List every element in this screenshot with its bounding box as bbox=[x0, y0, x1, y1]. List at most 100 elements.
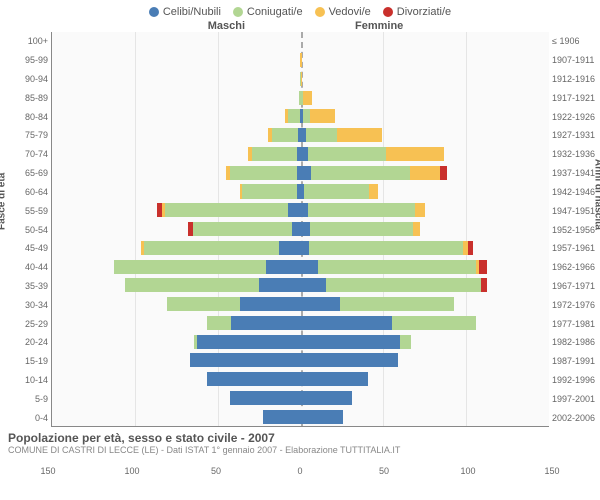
half-female bbox=[301, 126, 550, 145]
bar-right bbox=[301, 72, 321, 86]
chart-area: Fasce di età Anni di nascita 100+95-9990… bbox=[0, 32, 600, 427]
bar-right bbox=[301, 53, 311, 67]
age-label: 35-39 bbox=[0, 277, 48, 296]
segment-c bbox=[309, 241, 464, 255]
bar-right bbox=[301, 128, 443, 142]
segment-c bbox=[272, 128, 298, 142]
x-axis: 15010050050100150 bbox=[48, 464, 552, 478]
bar-right bbox=[301, 241, 508, 255]
half-male bbox=[52, 126, 301, 145]
half-female bbox=[301, 332, 550, 351]
segment-s bbox=[301, 241, 309, 255]
age-label: 90-94 bbox=[0, 70, 48, 89]
pyramid-row bbox=[52, 370, 549, 389]
pyramid-row bbox=[52, 51, 549, 70]
bar-right bbox=[301, 278, 516, 292]
segment-s bbox=[190, 353, 300, 367]
half-male bbox=[52, 145, 301, 164]
age-label: 25-29 bbox=[0, 314, 48, 333]
age-label: 10-14 bbox=[0, 371, 48, 390]
segment-c bbox=[310, 222, 413, 236]
bar-left bbox=[165, 166, 301, 180]
pyramid-row bbox=[52, 407, 549, 426]
segment-s bbox=[263, 410, 300, 424]
half-male bbox=[52, 163, 301, 182]
segment-s bbox=[301, 203, 308, 217]
segment-s bbox=[301, 297, 340, 311]
segment-w bbox=[369, 184, 378, 198]
birth-label: 1987-1991 bbox=[552, 352, 600, 371]
x-tick: 100 bbox=[124, 466, 139, 476]
pyramid-row bbox=[52, 145, 549, 164]
bar-left bbox=[102, 241, 301, 255]
bar-right bbox=[301, 184, 440, 198]
segment-s bbox=[301, 278, 327, 292]
bar-right bbox=[301, 222, 473, 236]
half-female bbox=[301, 276, 550, 295]
pyramid-row bbox=[52, 351, 549, 370]
half-female bbox=[301, 88, 550, 107]
legend-label: Vedovi/e bbox=[329, 6, 371, 18]
pyramid-row bbox=[52, 107, 549, 126]
half-male bbox=[52, 257, 301, 276]
segment-c bbox=[318, 260, 476, 274]
half-female bbox=[301, 163, 550, 182]
age-labels: 100+95-9990-9485-8980-8475-7970-7465-696… bbox=[0, 32, 51, 427]
legend-swatch-icon bbox=[233, 7, 243, 17]
bar-left bbox=[211, 128, 300, 142]
segment-c bbox=[303, 109, 310, 123]
segment-s bbox=[301, 166, 311, 180]
segment-s bbox=[266, 260, 300, 274]
pyramid-row bbox=[52, 295, 549, 314]
segment-c bbox=[326, 278, 481, 292]
segment-c bbox=[242, 184, 298, 198]
bar-right bbox=[301, 316, 510, 330]
birth-label: 1972-1976 bbox=[552, 295, 600, 314]
segment-w bbox=[413, 222, 420, 236]
pyramid-row bbox=[52, 332, 549, 351]
age-label: 40-44 bbox=[0, 258, 48, 277]
segment-c bbox=[308, 147, 386, 161]
bar-right bbox=[301, 91, 354, 105]
segment-c bbox=[311, 166, 410, 180]
bar-left bbox=[85, 260, 300, 274]
half-male bbox=[52, 238, 301, 257]
bar-right bbox=[301, 147, 490, 161]
half-female bbox=[301, 145, 550, 164]
x-tick: 0 bbox=[297, 466, 302, 476]
legend-swatch-icon bbox=[149, 7, 159, 17]
bar-left bbox=[138, 335, 300, 349]
age-label: 5-9 bbox=[0, 389, 48, 408]
half-female bbox=[301, 107, 550, 126]
bar-left bbox=[294, 72, 301, 86]
segment-w bbox=[301, 72, 302, 86]
bar-right bbox=[301, 353, 457, 367]
header-male: Maschi bbox=[50, 20, 300, 32]
segment-c bbox=[400, 335, 411, 349]
pyramid-row bbox=[52, 276, 549, 295]
segment-s bbox=[301, 147, 309, 161]
segment-c bbox=[125, 278, 259, 292]
birth-label: 1907-1911 bbox=[552, 51, 600, 70]
age-label: 75-79 bbox=[0, 126, 48, 145]
bar-right bbox=[301, 335, 467, 349]
half-female bbox=[301, 370, 550, 389]
segment-w bbox=[410, 166, 440, 180]
segment-c bbox=[306, 128, 336, 142]
half-male bbox=[52, 201, 301, 220]
half-female bbox=[301, 389, 550, 408]
segment-s bbox=[301, 353, 399, 367]
age-label: 70-74 bbox=[0, 145, 48, 164]
bar-left bbox=[133, 222, 300, 236]
half-male bbox=[52, 182, 301, 201]
half-female bbox=[301, 70, 550, 89]
segment-s bbox=[288, 203, 301, 217]
half-male bbox=[52, 351, 301, 370]
legend-swatch-icon bbox=[315, 7, 325, 17]
legend-item: Coniugati/e bbox=[233, 6, 303, 18]
age-label: 20-24 bbox=[0, 333, 48, 352]
birth-label: 1967-1971 bbox=[552, 277, 600, 296]
segment-c bbox=[167, 297, 240, 311]
pyramid-row bbox=[52, 182, 549, 201]
segment-c bbox=[114, 260, 266, 274]
